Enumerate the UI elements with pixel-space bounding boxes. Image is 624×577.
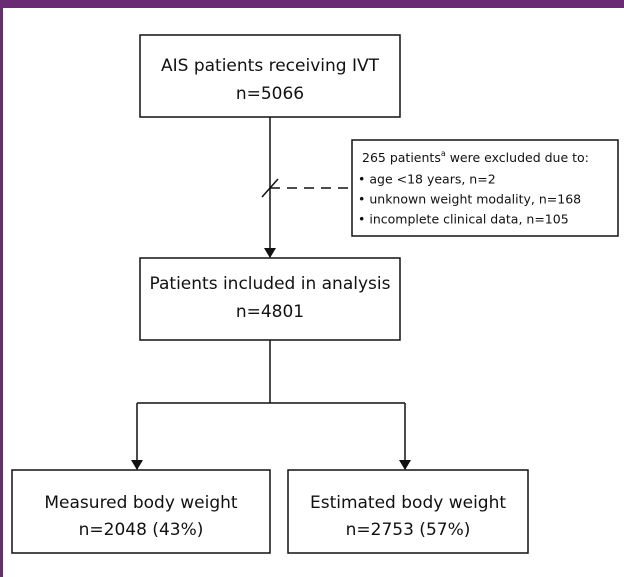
node-count: n=5066 bbox=[236, 84, 304, 104]
node-box bbox=[11, 469, 271, 554]
exclusion-item: • age <18 years, n=2 bbox=[358, 172, 496, 187]
footnote-mark: a bbox=[441, 149, 446, 158]
left-bar bbox=[0, 0, 3, 577]
node-count: n=4801 bbox=[236, 302, 304, 322]
node-box bbox=[287, 469, 529, 554]
node-label: Patients included in analysis bbox=[150, 274, 391, 294]
node-label: Measured body weight bbox=[44, 493, 238, 513]
node-box bbox=[139, 34, 401, 118]
exclusion-box bbox=[351, 139, 619, 237]
node-box bbox=[139, 257, 401, 341]
slash bbox=[261, 178, 279, 198]
node-label: Estimated body weight bbox=[310, 493, 506, 513]
node-count: n=2753 (57%) bbox=[346, 520, 471, 540]
node-label: AIS patients receiving IVT bbox=[161, 56, 380, 76]
heading-rest: were excluded due to: bbox=[446, 150, 589, 165]
exclusion-heading: 265 patientsa were excluded due to: bbox=[362, 149, 589, 165]
exclusion-item: • incomplete clinical data, n=105 bbox=[358, 212, 569, 227]
heading-text: 265 patients bbox=[362, 150, 441, 165]
top-bar bbox=[0, 0, 624, 8]
exclusion-item: • unknown weight modality, n=168 bbox=[358, 192, 581, 207]
node-count: n=2048 (43%) bbox=[79, 520, 204, 540]
